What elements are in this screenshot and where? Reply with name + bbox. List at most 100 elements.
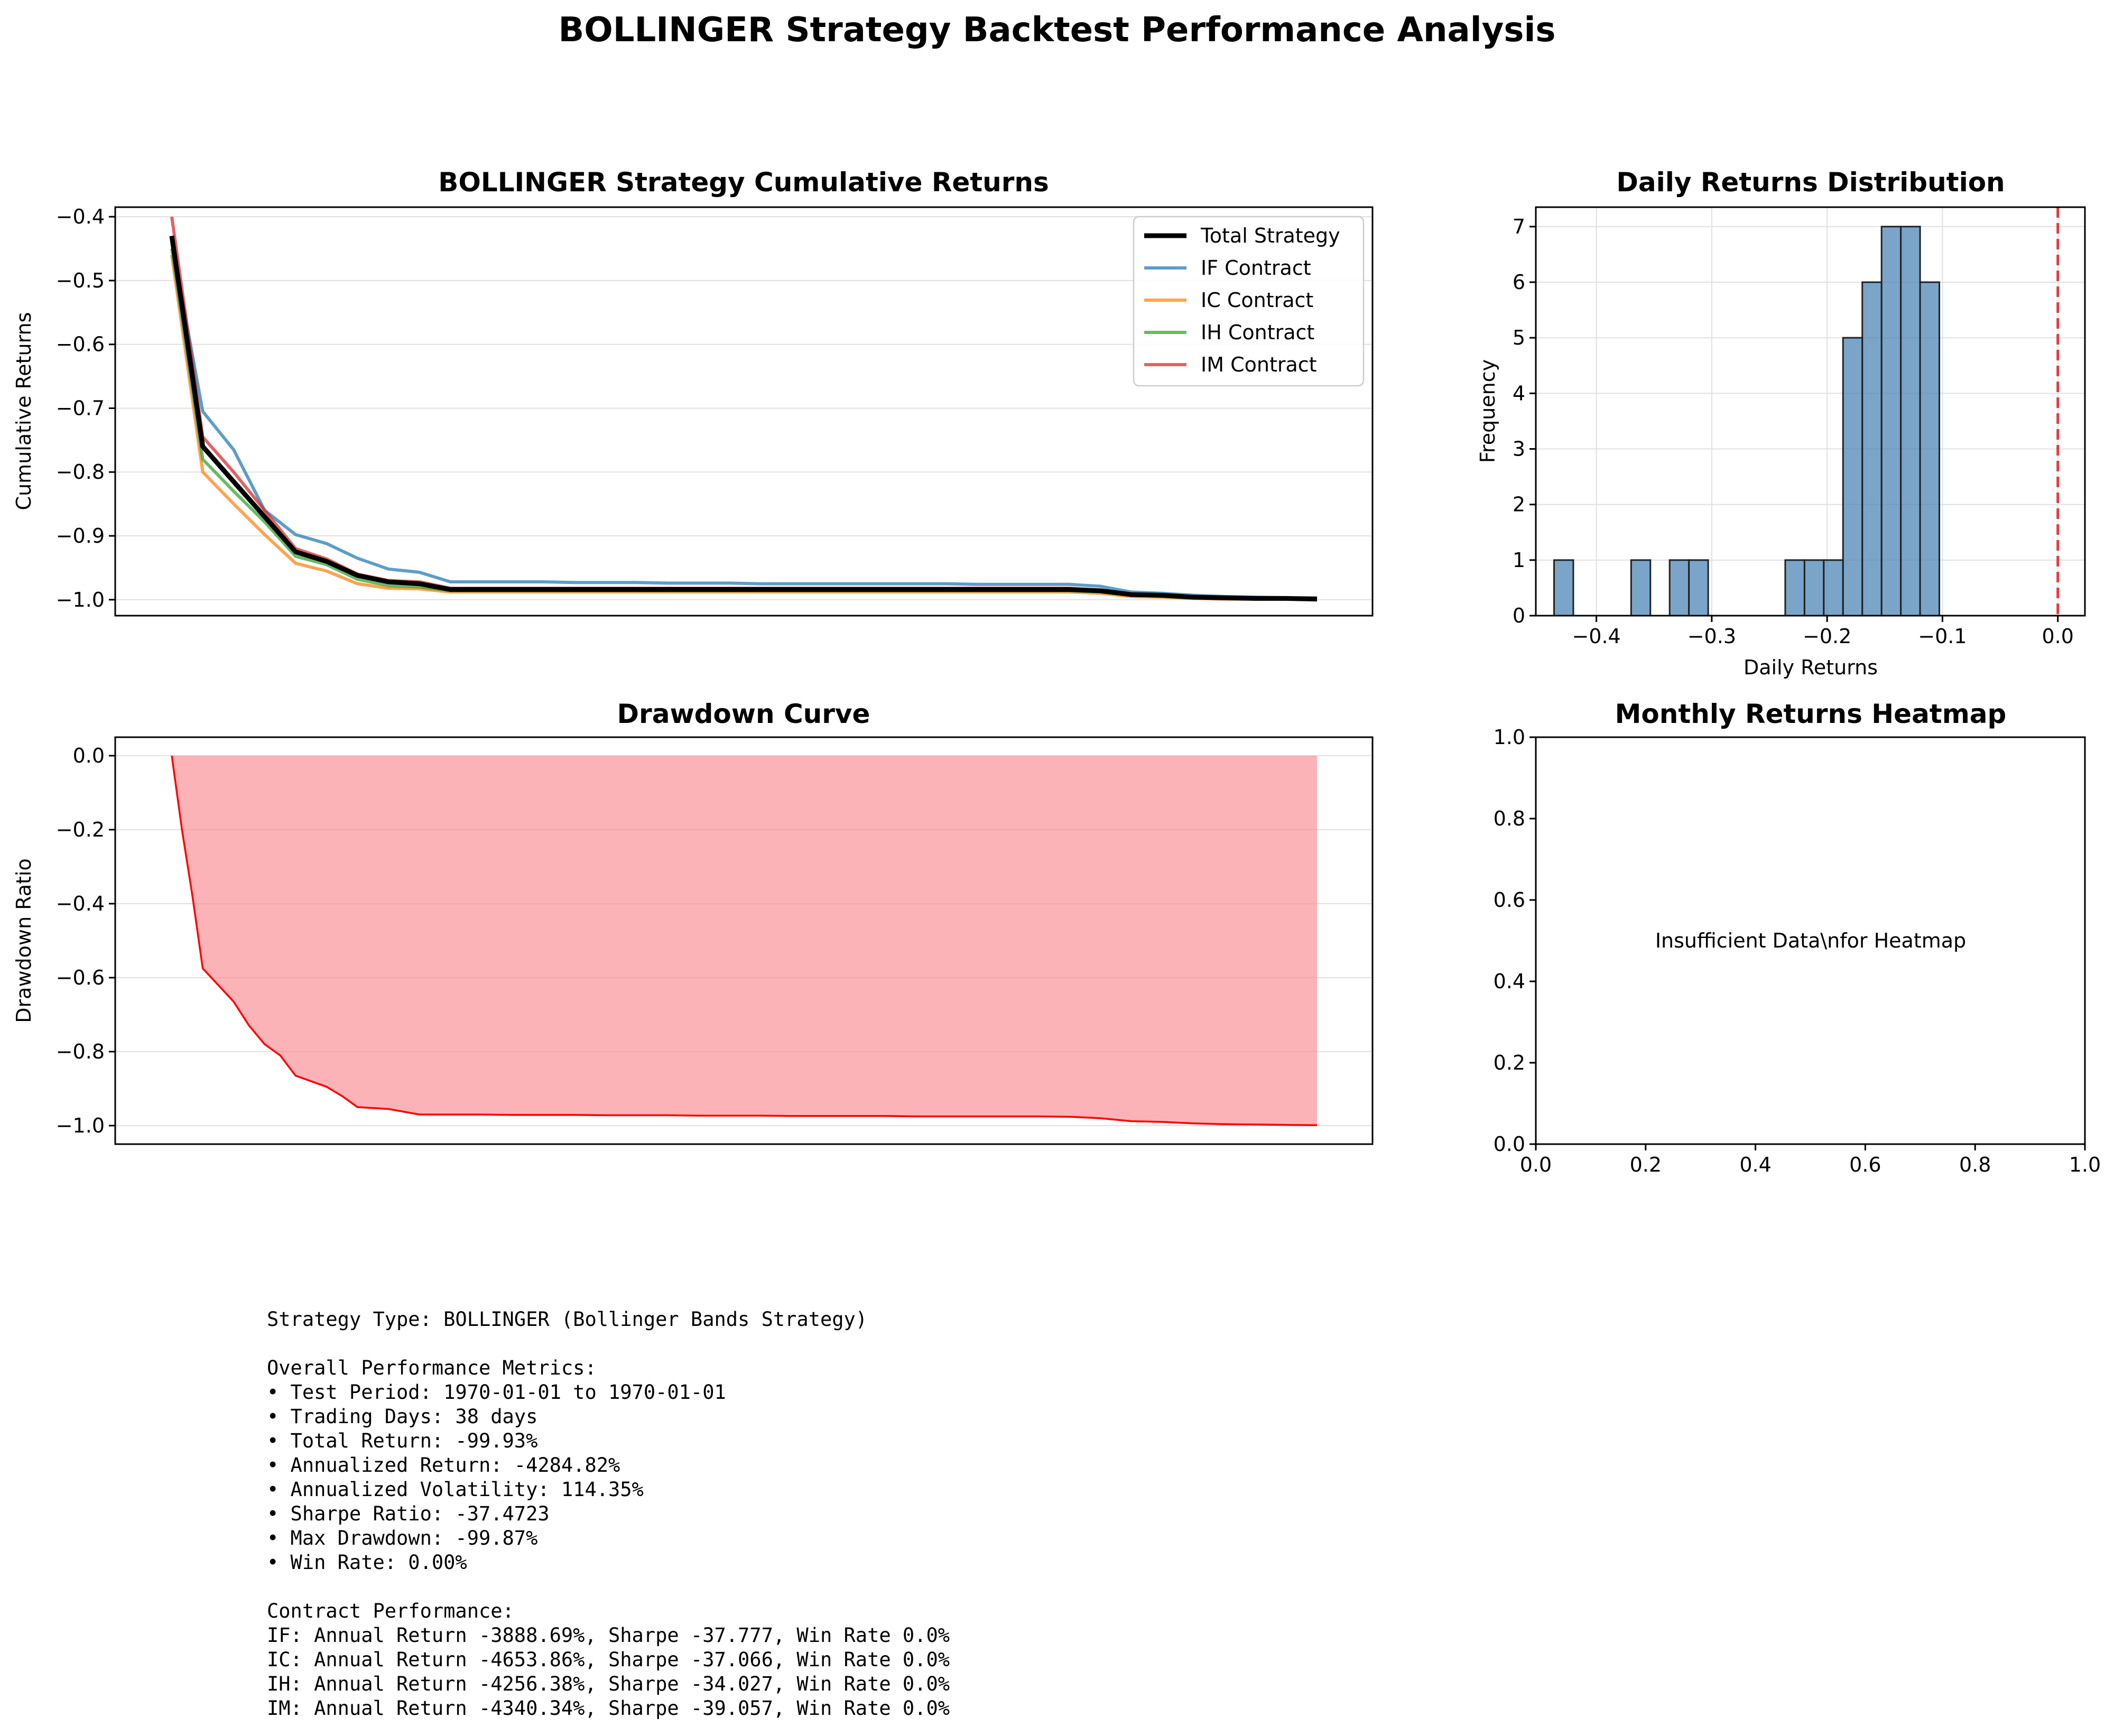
distribution-x-tick-label: −0.1 <box>1918 625 1967 648</box>
summary-line: • Max Drawdown: -99.87% <box>267 1527 538 1549</box>
histogram-bar <box>1900 226 1921 617</box>
heatmap-y-tick-label: 0.4 <box>1494 970 1525 993</box>
histogram-bar <box>1919 281 1941 617</box>
heatmap-y-tick-label: 0.8 <box>1494 807 1525 830</box>
distribution-ticks: −0.4 −0.3 −0.2 −0.1 0.0 0 1 2 3 4 5 6 7 <box>1513 215 2074 648</box>
heatmap-x-tick-label: 0.4 <box>1739 1153 1771 1176</box>
heatmap-insufficient-data-note: Insufficient Data\nfor Heatmap <box>1655 929 1966 952</box>
cumulative-chart-title: BOLLINGER Strategy Cumulative Returns <box>438 167 1049 198</box>
cumulative-series-lines <box>169 216 1318 602</box>
drawdown-y-tick-label: −1.0 <box>56 1114 105 1137</box>
cumulative-legend: Total Strategy IF Contract IC Contract IH C… <box>1133 216 1365 387</box>
drawdown-y-tick-label: −0.6 <box>56 966 105 989</box>
heatmap-y-tick-label: 1.0 <box>1494 726 1525 749</box>
distribution-x-tick-label: 0.0 <box>2042 625 2073 648</box>
distribution-panel: Daily Returns Distribution −0.4 −0.3 −0.2 −… <box>1476 167 2086 679</box>
drawdown-y-axis-label: Drawdown Ratio <box>12 858 35 1023</box>
distribution-x-tick-label: −0.2 <box>1803 625 1851 648</box>
heatmap-x-tick-label: 0.6 <box>1849 1153 1881 1176</box>
histogram-bar <box>1668 559 1690 617</box>
drawdown-axes-frame <box>114 736 1374 1145</box>
drawdown-line <box>171 755 1318 1127</box>
histogram-bar <box>1803 559 1825 617</box>
summary-line: • Total Return: -99.93% <box>267 1429 538 1452</box>
distribution-axes-frame <box>1535 206 2086 617</box>
drawdown-chart-title: Drawdown Curve <box>617 699 870 729</box>
cumulative-y-tick-label: −0.6 <box>56 333 105 356</box>
summary-line: • Trading Days: 38 days <box>267 1405 538 1428</box>
summary-line: • Win Rate: 0.00% <box>267 1551 467 1574</box>
summary-line: IC: Annual Return -4653.86%, Sharpe -37.… <box>267 1648 950 1671</box>
figure-title: BOLLINGER Strategy Backtest Performance … <box>559 11 1556 50</box>
performance-summary-text: Strategy Type: BOLLINGER (Bollinger Band… <box>267 1307 950 1721</box>
heatmap-x-tick-label: 0.2 <box>1630 1153 1662 1176</box>
cumulative-y-tick-label: −0.4 <box>56 205 105 228</box>
legend-label: IM Contract <box>1201 353 1317 376</box>
summary-line: • Test Period: 1970-01-01 to 1970-01-01 <box>267 1381 726 1404</box>
histogram-bar <box>1784 559 1805 617</box>
distribution-x-tick-label: −0.4 <box>1572 625 1620 648</box>
drawdown-area <box>171 755 1318 1127</box>
distribution-y-tick-label: 5 <box>1513 326 1525 349</box>
drawdown-y-ticks: 0.0 −0.2 −0.4 −0.6 −0.8 −1.0 <box>56 744 115 1137</box>
heatmap-y-tick-label: 0.6 <box>1494 888 1525 912</box>
cumulative-y-axis-label: Cumulative Returns <box>12 312 35 510</box>
distribution-y-axis-label: Frequency <box>1476 359 1499 463</box>
distribution-y-tick-label: 7 <box>1513 215 1525 238</box>
cumulative-y-tick-label: −0.7 <box>56 396 105 420</box>
cumulative-y-tick-label: −0.8 <box>56 460 105 484</box>
cumulative-y-tick-label: −0.9 <box>56 524 105 547</box>
drawdown-y-tick-label: 0.0 <box>73 744 105 767</box>
heatmap-axes-frame <box>1535 736 2086 1145</box>
summary-line: IH: Annual Return -4256.38%, Sharpe -34.… <box>267 1673 950 1695</box>
drawdown-y-tick-label: −0.2 <box>56 818 105 841</box>
cumulative-axes-frame <box>114 206 1374 617</box>
distribution-gridlines <box>1536 207 2085 616</box>
summary-line: IF: Annual Return -3888.69%, Sharpe -37.… <box>267 1624 950 1647</box>
legend-frame <box>1133 216 1365 387</box>
series-line-if-contract <box>170 242 1317 600</box>
legend-label: IH Contract <box>1201 321 1314 344</box>
drawdown-fill <box>172 756 1317 1126</box>
heatmap-panel: Monthly Returns Heatmap 0.0 0.2 0.4 0.6 0.8 1… <box>1494 699 2101 1176</box>
drawdown-y-tick-label: −0.4 <box>56 892 105 915</box>
summary-line: • Sharpe Ratio: -37.4723 <box>267 1502 550 1525</box>
series-line-total-strategy <box>169 235 1318 602</box>
summary-line: • Annualized Volatility: 114.35% <box>267 1478 644 1501</box>
histogram-bar <box>1861 281 1883 617</box>
summary-line: • Annualized Return: -4284.82% <box>267 1454 620 1477</box>
distribution-y-tick-label: 3 <box>1513 437 1525 460</box>
distribution-chart-title: Daily Returns Distribution <box>1616 167 2005 198</box>
histogram-bar <box>1553 559 1574 617</box>
summary-blank-line <box>267 1332 950 1356</box>
cumulative-returns-panel: BOLLINGER Strategy Cumulative Returns −0… <box>12 167 1374 617</box>
summary-blank-line <box>267 1575 950 1599</box>
distribution-x-tick-label: −0.3 <box>1688 625 1736 648</box>
heatmap-x-tick-label: 0.0 <box>1520 1153 1552 1176</box>
legend-label: IC Contract <box>1201 289 1313 312</box>
distribution-x-axis-label: Daily Returns <box>1744 656 1878 679</box>
summary-line: Overall Performance Metrics: <box>267 1357 597 1379</box>
cumulative-y-tick-label: −1.0 <box>56 588 105 611</box>
legend-label: IF Contract <box>1201 256 1311 280</box>
heatmap-y-tick-label: 0.0 <box>1494 1132 1525 1156</box>
distribution-y-tick-label: 1 <box>1513 549 1525 572</box>
heatmap-x-tick-label: 0.8 <box>1959 1153 1991 1176</box>
distribution-bars <box>1553 226 1941 617</box>
drawdown-panel: Drawdown Curve 0.0 −0.2 −0.4 −0.6 −0.8 −1.0 D… <box>12 699 1374 1145</box>
distribution-y-tick-label: 0 <box>1513 604 1525 627</box>
distribution-y-tick-label: 2 <box>1513 493 1525 516</box>
histogram-bar <box>1823 559 1844 617</box>
heatmap-chart-title: Monthly Returns Heatmap <box>1615 699 2007 729</box>
histogram-bar <box>1880 226 1902 617</box>
heatmap-ticks: 0.0 0.2 0.4 0.6 0.8 1.0 0.0 0.2 0.4 0.6 0.8 1.0 <box>1494 726 2101 1176</box>
distribution-y-tick-label: 6 <box>1513 271 1525 294</box>
drawdown-y-tick-label: −0.8 <box>56 1040 105 1063</box>
summary-line: Contract Performance: <box>267 1600 514 1622</box>
cumulative-y-tick-label: −0.5 <box>56 269 105 292</box>
legend-items: Total Strategy IF Contract IC Contract IH C… <box>1144 224 1340 376</box>
summary-line: IM: Annual Return -4340.34%, Sharpe -39.… <box>267 1697 950 1720</box>
heatmap-y-tick-label: 0.2 <box>1494 1051 1525 1074</box>
cumulative-y-ticks: −0.4 −0.5 −0.6 −0.7 −0.8 −0.9 −1.0 <box>56 205 115 611</box>
